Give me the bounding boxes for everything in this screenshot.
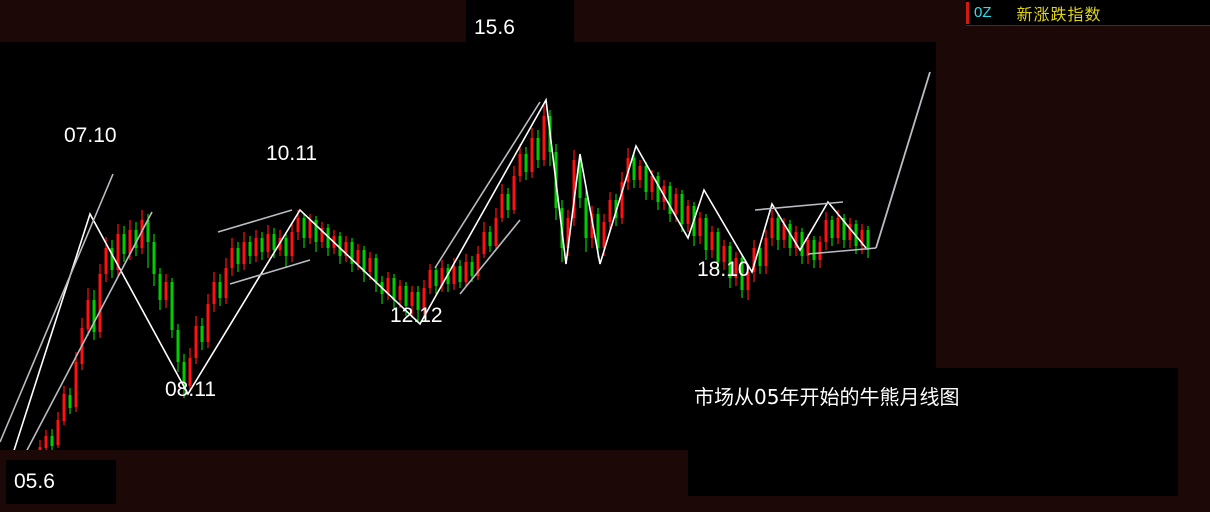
ticker-name: 新涨跌指数 [1016, 4, 1102, 24]
label-box-05-6: 05.6 [6, 460, 116, 504]
candlestick-chart-panel[interactable] [0, 42, 936, 450]
label-10-11: 10.11 [266, 142, 317, 165]
zigzag-trendline [13, 97, 867, 450]
ticker-header[interactable]: 0Z 新涨跌指数 [966, 0, 1210, 26]
bull-channel-0510-upper [0, 173, 114, 443]
label-07-10: 07.10 [64, 124, 117, 147]
label-box-15-6: 15.6 [466, 0, 574, 56]
caption-text: 市场从05年开始的牛熊月线图 [694, 385, 960, 409]
candles-group [38, 104, 870, 450]
wedge-1011-upper [217, 209, 293, 233]
label-12-12: 12.12 [390, 304, 443, 327]
chart-canvas [0, 71, 931, 450]
wedge-1212-lower [459, 219, 521, 295]
box-1810-lower [807, 247, 877, 255]
label-08-11: 08.11 [165, 378, 216, 401]
wedge-1011-lower [229, 259, 311, 285]
projection-line [875, 71, 931, 249]
caption-panel: 市场从05年开始的牛熊月线图 [688, 368, 1178, 496]
wedge-1212-upper [434, 101, 541, 269]
bull-channel-0510-lower [26, 211, 153, 450]
ticker-accent-bar [966, 2, 969, 24]
label-18-10: 18.10 [697, 258, 750, 281]
box-1810-upper [754, 201, 844, 211]
ticker-code: 0Z [974, 4, 992, 21]
